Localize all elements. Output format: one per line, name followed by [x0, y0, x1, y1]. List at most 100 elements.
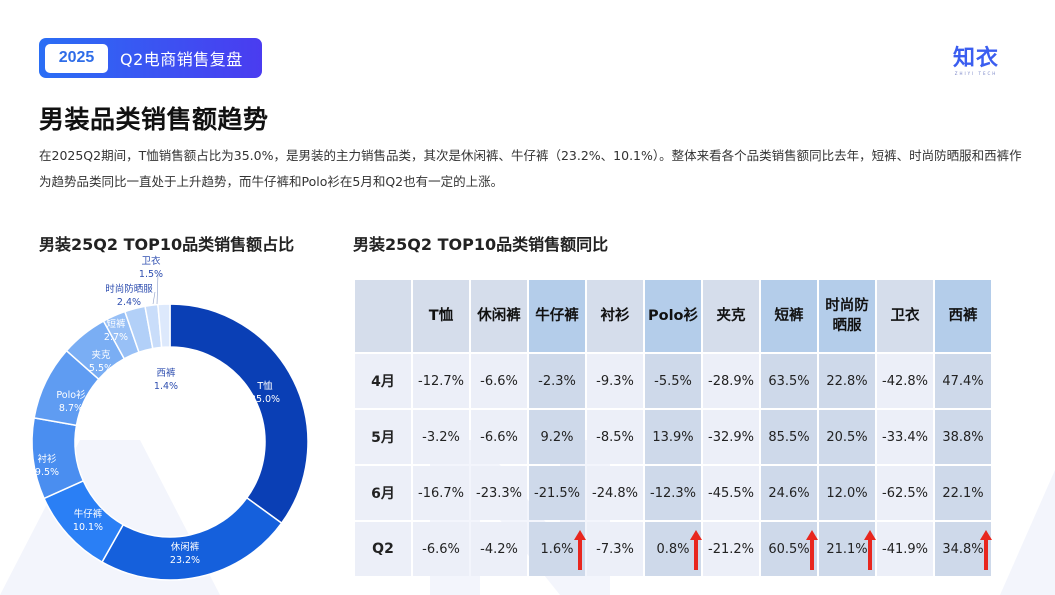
row-header: 6月 — [355, 466, 411, 520]
table-cell: -45.5% — [703, 466, 759, 520]
up-arrow-icon — [574, 530, 586, 570]
row-header: 5月 — [355, 410, 411, 464]
leader-lines — [152, 273, 159, 305]
slice-label-value: 23.2% — [170, 555, 200, 566]
table-header-row: T恤 休闲裤 牛仔裤 衬衫 Polo衫 夹克 短裤 时尚防 晒服 卫衣 西裤 — [355, 280, 991, 352]
badge-title: Q2电商销售复盘 — [120, 50, 243, 69]
table-cell: 1.6% — [529, 522, 586, 576]
table-row: 5月 -3.2% -6.6% 9.2% -8.5% 13.9% -32.9% 85.5% 20.… — [355, 410, 991, 464]
brand-logo: 知衣 ZHIYI TECH — [953, 40, 999, 76]
category-share-donut-chart: T恤 35.0% 休闲裤 23.2% 牛仔裤 10.1% 衬衫 9.5% Polo衫 8.7% 夹克… — [31, 255, 309, 581]
slice-label-value: 1.5% — [139, 269, 163, 280]
column-header: T恤 — [413, 280, 469, 352]
table-cell: -41.9% — [877, 522, 933, 576]
table-cell: 63.5% — [761, 354, 817, 408]
donut-slice-2 — [100, 496, 283, 581]
slice-label-value: 1.4% — [154, 381, 178, 392]
up-arrow-icon — [864, 530, 876, 570]
column-header: Polo衫 — [645, 280, 701, 352]
column-header: 短裤 — [761, 280, 817, 352]
column-header: 西裤 — [935, 280, 991, 352]
column-header: 时尚防 晒服 — [819, 280, 875, 352]
table-cell: -3.2% — [413, 410, 469, 464]
table-cell: -4.2% — [471, 522, 527, 576]
table-cell: 0.8% — [645, 522, 702, 576]
slice-label-name: 夹克 — [91, 349, 111, 361]
table-cell: -24.8% — [587, 466, 643, 520]
slice-label-value: 2.4% — [117, 297, 141, 308]
table-cell: -6.6% — [471, 354, 527, 408]
slice-label-name: 短裤 — [106, 318, 126, 330]
up-arrow-icon — [690, 530, 702, 570]
table-cell: 34.8% — [935, 522, 992, 576]
logo-text: 知衣 — [953, 46, 1000, 71]
table-title: 男装25Q2 TOP10品类销售额同比 — [353, 235, 609, 254]
column-header: 夹克 — [703, 280, 759, 352]
slice-label-value: 8.7% — [59, 403, 83, 414]
table-cell: -21.2% — [703, 522, 759, 576]
table-cell: 22.1% — [935, 466, 991, 520]
slice-label-name: T恤 — [256, 380, 273, 392]
donut-slice-10 — [157, 303, 171, 349]
slice-label-value: 9.5% — [35, 467, 59, 478]
table-cell: -16.7% — [413, 466, 469, 520]
table-cell: -62.5% — [877, 466, 933, 520]
slice-label-value: 2.7% — [104, 332, 128, 343]
table-row: 4月 -12.7% -6.6% -2.3% -9.3% -5.5% -28.9% 63.5% 2… — [355, 354, 991, 408]
slice-label-value: 10.1% — [73, 522, 103, 533]
table-cell: 21.1% — [819, 522, 876, 576]
table-cell: -42.8% — [877, 354, 933, 408]
slice-label-value: 35.0% — [250, 394, 280, 405]
up-arrow-icon — [980, 530, 992, 570]
column-header: 衬衫 — [587, 280, 643, 352]
column-header: 卫衣 — [877, 280, 933, 352]
slice-label-name: 西裤 — [156, 367, 176, 379]
table-cell: 12.0% — [819, 466, 875, 520]
table-cell: -6.6% — [413, 522, 469, 576]
table-cell: -33.4% — [877, 410, 933, 464]
table-cell: 20.5% — [819, 410, 875, 464]
column-header: 休闲裤 — [471, 280, 527, 352]
table-cell: -21.5% — [529, 466, 585, 520]
table-cell: -28.9% — [703, 354, 759, 408]
page-title: 男装品类销售额趋势 — [39, 105, 269, 134]
badge-year: 2025 — [45, 43, 108, 73]
table-cell: -12.7% — [413, 354, 469, 408]
table-row: 6月 -16.7% -23.3% -21.5% -24.8% -12.3% -45.5% 24… — [355, 466, 991, 520]
column-header: 牛仔裤 — [529, 280, 585, 352]
table-cell: -32.9% — [703, 410, 759, 464]
table-cell: -2.3% — [529, 354, 585, 408]
table-cell: -9.3% — [587, 354, 643, 408]
table-cell: -5.5% — [645, 354, 701, 408]
logo-subtext: ZHIYI TECH — [954, 71, 998, 76]
donut-slice-1 — [169, 303, 309, 525]
up-arrow-icon — [806, 530, 818, 570]
slice-label-name: 时尚防晒服 — [105, 283, 153, 295]
table-cell: 47.4% — [935, 354, 991, 408]
table-cell: 24.6% — [761, 466, 817, 520]
yoy-comparison-table: T恤 休闲裤 牛仔裤 衬衫 Polo衫 夹克 短裤 时尚防 晒服 卫衣 西裤 4月 -12.7% -6.… — [353, 278, 993, 578]
table-row: Q2 -6.6% -4.2% 1.6% -7.3% 0.8% -21.2% 60.5% 21.1… — [355, 522, 992, 576]
table-cell: 85.5% — [761, 410, 817, 464]
donut-chart-title: 男装25Q2 TOP10品类销售额占比 — [39, 235, 295, 254]
table-cell: 60.5% — [761, 522, 818, 576]
report-badge: 2025 Q2电商销售复盘 — [39, 38, 262, 78]
summary-text: 在2025Q2期间，T恤销售额占比为35.0%，是男装的主力销售品类，其次是休闲… — [39, 148, 1022, 189]
row-header: Q2 — [355, 522, 411, 576]
slice-label-value: 5.5% — [89, 363, 113, 374]
table-cell: -12.3% — [645, 466, 701, 520]
table-cell: 13.9% — [645, 410, 701, 464]
table-corner-cell — [355, 280, 411, 352]
slice-label-name: 衬衫 — [37, 453, 57, 465]
slice-label-name: 牛仔裤 — [74, 508, 103, 520]
table-cell: 38.8% — [935, 410, 991, 464]
table-cell: -7.3% — [587, 522, 643, 576]
table-cell: 22.8% — [819, 354, 875, 408]
table-cell: -6.6% — [471, 410, 527, 464]
row-header: 4月 — [355, 354, 411, 408]
slice-label-name: 休闲裤 — [171, 541, 200, 553]
table-cell: -8.5% — [587, 410, 643, 464]
slice-label-name: Polo衫 — [56, 390, 86, 401]
table-cell: -23.3% — [471, 466, 527, 520]
table-cell: 9.2% — [529, 410, 585, 464]
